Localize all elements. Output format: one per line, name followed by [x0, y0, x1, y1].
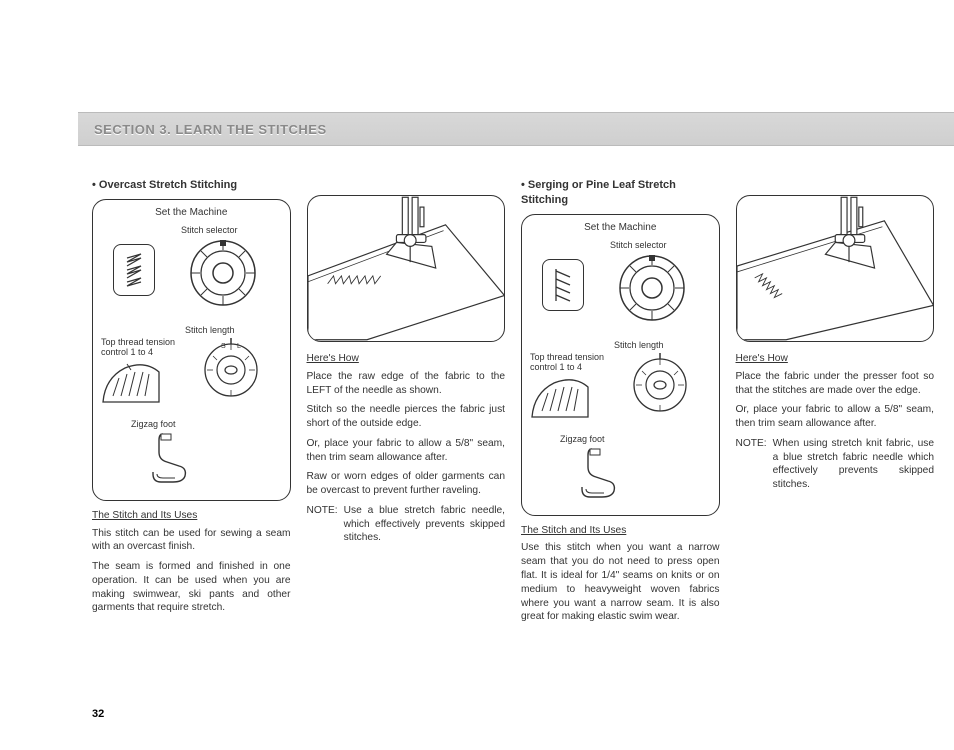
stitch-length-dial: S L — [201, 338, 261, 398]
tension-knob-icon — [530, 377, 592, 421]
left-stitch-selector-label: Stitch selector — [181, 224, 238, 236]
right-how-p2: Or, place your fabric to allow a 5/8" se… — [736, 403, 935, 431]
left-uses-heading: The Stitch and Its Uses — [92, 509, 291, 523]
right-stitch-glyph — [542, 259, 584, 311]
section-header-bar: SECTION 3. LEARN THE STITCHES — [78, 112, 954, 146]
right-stitch-length-label: Stitch length — [614, 339, 664, 351]
right-note-body: When using stretch knit fabric, use a bl… — [773, 437, 934, 492]
left-machine-heading: Set the Machine — [93, 206, 290, 220]
right-tension-label: Top thread tension control 1 to 4 — [530, 353, 604, 373]
left-how-heading: Here's How — [307, 352, 506, 366]
right-title: • Serging or Pine Leaf Stretch Stitching — [521, 178, 720, 208]
right-how-heading: Here's How — [736, 352, 935, 366]
right-uses-heading: The Stitch and Its Uses — [521, 524, 720, 538]
right-uses-p1: Use this stitch when you want a narrow s… — [521, 541, 720, 624]
left-stitch-glyph — [113, 244, 155, 296]
left-note: NOTE: Use a blue stretch fabric needle, … — [307, 504, 506, 545]
left-note-label: NOTE: — [307, 504, 338, 545]
col-right-machine: • Serging or Pine Leaf Stretch Stitching… — [521, 178, 720, 630]
left-how-p4: Raw or worn edges of older garments can … — [307, 470, 506, 498]
stitch-selector-dial — [188, 238, 258, 308]
left-stitch-length-label: Stitch length — [185, 324, 235, 336]
stitch-length-dial — [630, 353, 690, 413]
left-how-p2: Stitch so the needle pierces the fabric … — [307, 403, 506, 431]
svg-text:S: S — [221, 343, 226, 350]
right-how-p1: Place the fabric under the presser foot … — [736, 370, 935, 398]
left-title: • Overcast Stretch Stitching — [92, 178, 291, 193]
tension-knob-icon — [101, 362, 163, 406]
col-left-how: Here's How Place the raw edge of the fab… — [307, 178, 506, 630]
left-note-body: Use a blue stretch fabric needle, which … — [344, 504, 505, 545]
left-tension-label: Top thread tension control 1 to 4 — [101, 338, 175, 358]
stitch-selector-dial — [617, 253, 687, 323]
left-how-p1: Place the raw edge of the fabric to the … — [307, 370, 506, 398]
right-note-label: NOTE: — [736, 437, 767, 492]
right-zigzag-label: Zigzag foot — [560, 433, 605, 445]
left-machine-box: Set the Machine Stitch selector — [92, 199, 291, 501]
section-title: SECTION 3. LEARN THE STITCHES — [94, 122, 327, 137]
tension-line2: control 1 to 4 — [530, 362, 582, 372]
tension-line2: control 1 to 4 — [101, 347, 153, 357]
presser-foot-icon — [149, 432, 189, 484]
left-uses-p2: The seam is formed and finished in one o… — [92, 560, 291, 615]
page-number: 32 — [92, 708, 104, 720]
left-how-p3: Or, place your fabric to allow a 5/8" se… — [307, 437, 506, 465]
col-left-machine: • Overcast Stretch Stitching Set the Mac… — [92, 178, 291, 630]
right-machine-box: Set the Machine Stitch selector — [521, 214, 720, 516]
left-uses-p1: This stitch can be used for sewing a sea… — [92, 527, 291, 555]
right-illustration — [736, 195, 935, 342]
right-machine-heading: Set the Machine — [522, 221, 719, 235]
page: SECTION 3. LEARN THE STITCHES • Overcast… — [0, 0, 954, 750]
col-right-how: Here's How Place the fabric under the pr… — [736, 178, 935, 630]
svg-text:L: L — [237, 343, 241, 350]
right-note: NOTE: When using stretch knit fabric, us… — [736, 437, 935, 492]
left-zigzag-label: Zigzag foot — [131, 418, 176, 430]
right-stitch-selector-label: Stitch selector — [610, 239, 667, 251]
tension-line1: Top thread tension — [101, 337, 175, 347]
presser-foot-icon — [578, 447, 618, 499]
left-illustration — [307, 195, 506, 342]
tension-line1: Top thread tension — [530, 352, 604, 362]
content-area: • Overcast Stretch Stitching Set the Mac… — [92, 178, 934, 630]
